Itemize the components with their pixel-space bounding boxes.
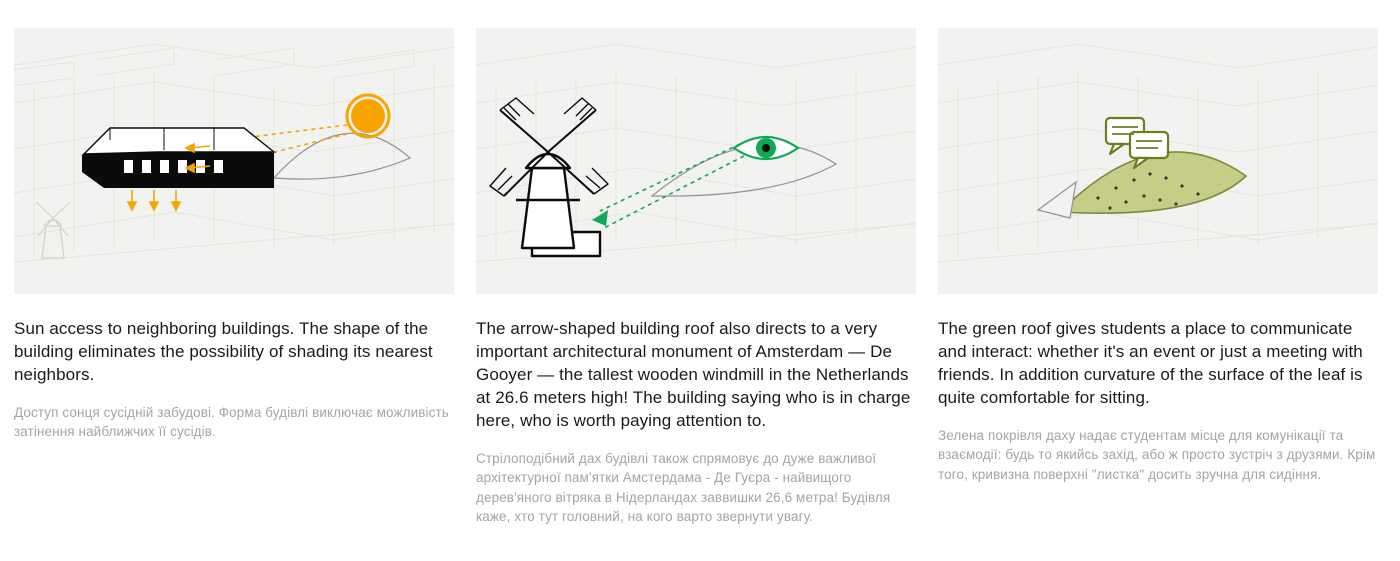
shade-arrows	[128, 190, 180, 210]
panel-windmill: The arrow-shaped building roof also dire…	[476, 28, 916, 527]
sun-icon	[347, 95, 389, 137]
sun-graphic	[14, 28, 454, 294]
leaf-roof	[1060, 152, 1246, 213]
panel-sun: Sun access to neighboring buildings. The…	[14, 28, 454, 527]
leaf-outline	[274, 133, 410, 179]
windmill-graphic	[476, 28, 916, 294]
caption-en: Sun access to neighboring buildings. The…	[14, 318, 454, 387]
caption-en: The green roof gives students a place to…	[938, 318, 1378, 410]
windmill-icon	[490, 98, 608, 256]
illustration-windmill	[476, 28, 916, 294]
caption-ua: Доступ сонця сусідній забудові. Форма бу…	[14, 403, 454, 442]
green-roof-graphic	[938, 28, 1378, 294]
caption-ua: Зелена покрівля даху надає студентам міс…	[938, 426, 1378, 485]
panels-row: Sun access to neighboring buildings. The…	[0, 0, 1400, 527]
illustration-green-roof	[938, 28, 1378, 294]
illustration-sun	[14, 28, 454, 294]
building	[82, 128, 274, 188]
sight-arrow-icon	[592, 210, 608, 226]
caption-en: The arrow-shaped building roof also dire…	[476, 318, 916, 433]
panel-green-roof: The green roof gives students a place to…	[938, 28, 1378, 527]
sight-lines	[600, 144, 744, 228]
leaf-fold	[1038, 182, 1076, 218]
caption-ua: Стрілоподібний дах будівлі також спрямов…	[476, 449, 916, 527]
windmill-outline-icon	[36, 202, 70, 258]
